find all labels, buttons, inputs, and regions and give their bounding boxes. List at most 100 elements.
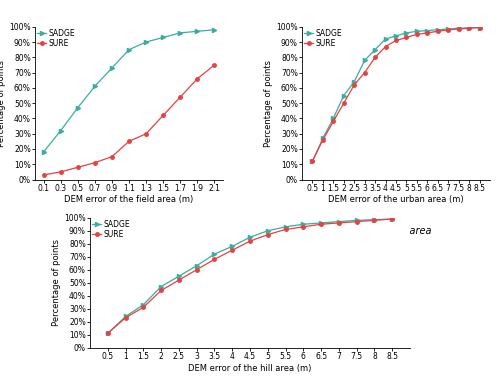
Line: SADGE: SADGE [106,217,395,335]
X-axis label: DEM error of the hill area (m): DEM error of the hill area (m) [188,364,312,372]
SURE [176,278,182,282]
SADGE [92,84,98,89]
SADGE [176,274,182,278]
SADGE [414,29,420,34]
SURE [126,139,132,144]
SURE [354,219,360,224]
SADGE [105,331,111,336]
SURE [178,95,184,99]
SADGE [194,264,200,268]
SURE [282,227,288,232]
SURE [362,70,368,75]
Title: (a) Field area: (a) Field area [96,225,162,235]
SADGE [466,26,472,30]
SADGE [435,28,441,32]
SADGE [456,26,462,31]
SURE [109,154,115,159]
SADGE [265,228,271,233]
SADGE [393,34,399,38]
SADGE [341,93,347,98]
SURE [382,44,388,49]
Line: SURE: SURE [106,217,394,335]
Y-axis label: Percentage of points: Percentage of points [0,60,6,147]
SADGE [318,221,324,225]
SADGE [126,47,132,52]
SADGE [336,219,342,224]
SURE [74,165,80,170]
SADGE [158,284,164,289]
SURE [194,267,200,272]
Line: SADGE: SADGE [42,28,216,154]
SURE [212,257,218,262]
SADGE [476,25,482,30]
SURE [143,131,149,136]
SURE [330,119,336,124]
SADGE [160,35,166,40]
SURE [320,138,326,142]
SADGE [282,225,288,229]
Title: (b) Urban area: (b) Urban area [360,225,432,235]
SURE [389,217,395,221]
Legend: SADGE, SURE: SADGE, SURE [304,28,343,49]
SADGE [178,31,184,35]
SURE [212,63,218,67]
SURE [476,25,482,30]
SURE [318,222,324,227]
SURE [456,27,462,31]
SADGE [40,150,46,154]
Legend: SADGE, SURE: SADGE, SURE [36,28,76,49]
SADGE [372,47,378,52]
SURE [341,101,347,105]
SADGE [310,159,316,163]
SADGE [424,28,430,33]
SURE [247,239,253,243]
SURE [310,159,316,163]
SADGE [351,79,357,84]
SADGE [389,217,395,221]
SADGE [58,128,64,133]
SURE [265,232,271,237]
SURE [372,55,378,60]
SADGE [229,244,235,249]
SADGE [143,40,149,44]
SURE [40,173,46,177]
SURE [404,35,409,40]
SURE [414,32,420,37]
Y-axis label: Percentage of points: Percentage of points [52,239,62,326]
X-axis label: DEM error of the field area (m): DEM error of the field area (m) [64,196,194,204]
SURE [435,29,441,34]
SURE [466,26,472,31]
SADGE [354,218,360,223]
SADGE [212,28,218,32]
Y-axis label: Percentage of points: Percentage of points [264,60,274,147]
SADGE [109,66,115,70]
SADGE [300,222,306,227]
SURE [194,76,200,81]
SADGE [212,252,218,256]
SADGE [330,116,336,121]
SURE [393,38,399,43]
SURE [160,113,166,118]
SURE [300,225,306,229]
SADGE [247,235,253,240]
SURE [158,288,164,293]
SURE [351,83,357,87]
SADGE [372,217,378,222]
SADGE [445,27,451,31]
SURE [229,248,235,253]
SURE [445,28,451,32]
SADGE [74,105,80,110]
SADGE [194,29,200,34]
SURE [58,170,64,174]
Legend: SADGE, SURE: SADGE, SURE [92,219,131,240]
SADGE [382,37,388,41]
Line: SURE: SURE [310,26,482,163]
SURE [424,31,430,35]
SADGE [320,136,326,141]
Line: SURE: SURE [42,63,216,177]
SURE [92,160,98,165]
SADGE [362,58,368,63]
SURE [140,305,146,310]
SADGE [140,303,146,307]
SURE [122,316,128,320]
